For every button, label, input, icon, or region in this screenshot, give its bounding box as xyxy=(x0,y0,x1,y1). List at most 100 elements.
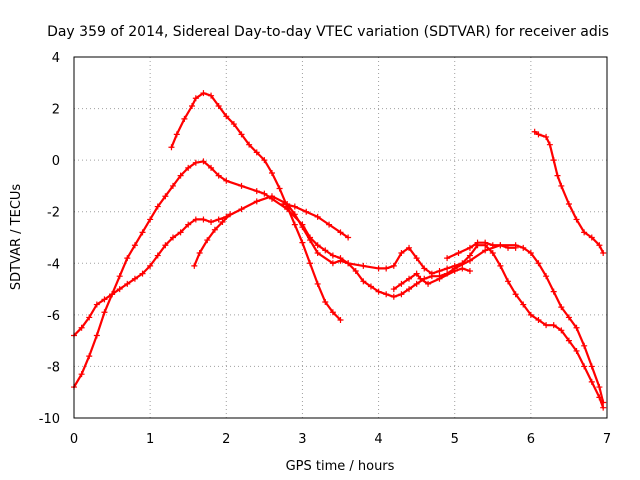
data-point xyxy=(268,195,275,202)
data-point xyxy=(436,275,443,282)
data-point xyxy=(588,363,595,370)
series-trace xyxy=(170,92,342,322)
data-point xyxy=(588,234,595,241)
data-point xyxy=(191,262,198,269)
data-point xyxy=(314,213,321,220)
data-point xyxy=(147,216,154,223)
data-point xyxy=(367,283,374,290)
data-point xyxy=(215,102,222,109)
x-tick-label: 5 xyxy=(451,432,459,447)
series-track-4 xyxy=(191,211,234,269)
data-point xyxy=(169,234,176,241)
data-point xyxy=(86,314,93,321)
data-point xyxy=(554,172,561,179)
data-point xyxy=(337,255,344,262)
data-point xyxy=(169,182,176,189)
data-point xyxy=(329,309,336,316)
data-point xyxy=(291,203,298,210)
data-point xyxy=(527,311,534,318)
data-point xyxy=(425,280,432,287)
x-tick-label: 1 xyxy=(146,432,154,447)
data-point xyxy=(444,255,451,262)
data-point xyxy=(276,185,283,192)
data-point xyxy=(200,216,207,223)
data-point xyxy=(451,268,458,275)
data-point xyxy=(147,262,154,269)
data-point xyxy=(466,244,473,251)
series-track-8 xyxy=(390,265,473,293)
data-point xyxy=(208,219,215,226)
data-point xyxy=(520,244,527,251)
data-point xyxy=(581,363,588,370)
data-point xyxy=(573,347,580,354)
series-trace xyxy=(392,267,471,291)
data-point xyxy=(116,286,123,293)
data-point xyxy=(588,378,595,385)
data-point xyxy=(329,260,336,267)
data-point xyxy=(596,384,603,391)
data-point xyxy=(360,262,367,269)
data-point xyxy=(307,234,314,241)
data-point xyxy=(497,242,504,249)
data-point xyxy=(200,158,207,165)
data-point xyxy=(535,260,542,267)
data-point xyxy=(428,273,435,280)
data-point xyxy=(573,324,580,331)
data-point xyxy=(352,268,359,275)
data-point xyxy=(101,296,108,303)
series-track-2 xyxy=(71,158,607,406)
data-point xyxy=(482,247,489,254)
data-point xyxy=(550,157,557,164)
data-point xyxy=(497,262,504,269)
data-point xyxy=(238,182,245,189)
series-track-3 xyxy=(168,90,344,324)
data-point xyxy=(223,113,230,120)
data-point xyxy=(360,278,367,285)
data-point xyxy=(543,133,550,140)
data-point xyxy=(238,131,245,138)
data-point xyxy=(436,268,443,275)
grid xyxy=(74,57,607,418)
data-point xyxy=(230,121,237,128)
data-point xyxy=(227,211,234,218)
data-point xyxy=(375,288,382,295)
data-point xyxy=(223,177,230,184)
x-axis-label: GPS time / hours xyxy=(286,459,395,474)
data-point xyxy=(192,159,199,166)
y-axis-label: SDTVAR / TECUs xyxy=(9,184,24,291)
data-point xyxy=(558,304,565,311)
data-point xyxy=(337,229,344,236)
y-tick-label: 2 xyxy=(52,103,60,118)
data-point xyxy=(208,164,215,171)
data-point xyxy=(299,239,306,246)
data-point xyxy=(466,268,473,275)
data-point xyxy=(131,242,138,249)
data-point xyxy=(196,249,203,256)
y-tick-label: -8 xyxy=(47,360,60,375)
data-point xyxy=(417,275,424,282)
data-point xyxy=(162,242,169,249)
data-point xyxy=(383,265,390,272)
data-point xyxy=(181,115,188,122)
data-point xyxy=(253,149,260,156)
data-point xyxy=(219,219,226,226)
data-point xyxy=(322,298,329,305)
data-point xyxy=(527,249,534,256)
data-point xyxy=(185,221,192,228)
plot-frame xyxy=(73,56,608,419)
data-point xyxy=(204,237,211,244)
data-point xyxy=(307,260,314,267)
data-point xyxy=(124,255,131,262)
y-tick-label: -10 xyxy=(39,412,60,427)
data-series xyxy=(71,90,607,411)
data-point xyxy=(390,293,397,300)
data-point xyxy=(86,353,93,360)
series-track-7 xyxy=(531,128,607,256)
x-tick-label: 2 xyxy=(222,432,230,447)
data-point xyxy=(109,291,116,298)
data-point xyxy=(383,291,390,298)
data-point xyxy=(299,221,306,228)
data-point xyxy=(406,275,413,282)
data-point xyxy=(406,286,413,293)
data-point xyxy=(546,141,553,148)
